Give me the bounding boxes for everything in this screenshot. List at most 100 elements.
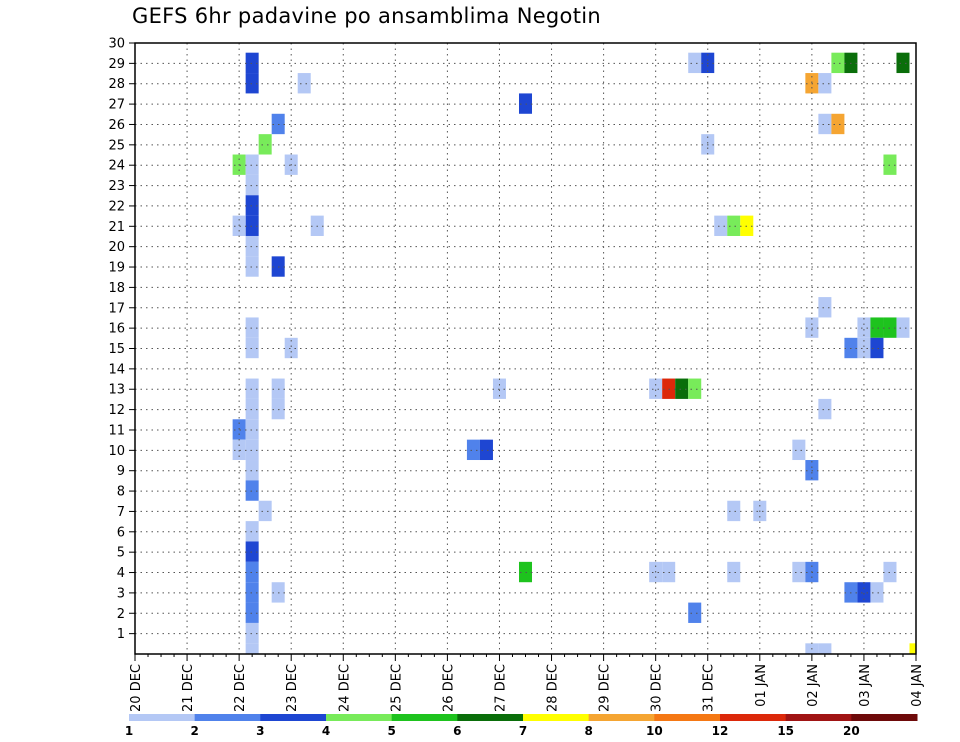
heatmap-cell bbox=[245, 419, 259, 440]
legend-label: 10 bbox=[646, 724, 663, 738]
legend-label: 4 bbox=[322, 724, 330, 738]
legend-label: 3 bbox=[256, 724, 264, 738]
x-tick-label: 23 DEC bbox=[285, 664, 300, 712]
heatmap-cell bbox=[896, 317, 910, 338]
y-tick-label: 11 bbox=[108, 423, 125, 438]
legend-label: 12 bbox=[712, 724, 729, 738]
heatmap-cell bbox=[675, 378, 689, 399]
legend-swatch bbox=[260, 714, 327, 721]
heatmap-cell bbox=[870, 317, 884, 338]
heatmap-cell bbox=[818, 297, 832, 318]
heatmap-cell bbox=[245, 561, 259, 583]
x-tick-label: 27 DEC bbox=[493, 664, 508, 712]
heatmap-cell bbox=[727, 215, 741, 236]
x-tick-label: 25 DEC bbox=[389, 664, 404, 712]
heatmap-cell bbox=[271, 398, 285, 420]
x-tick-label: 26 DEC bbox=[441, 664, 456, 712]
heatmap-cell bbox=[245, 521, 259, 542]
legend-label: 7 bbox=[519, 724, 527, 738]
heatmap-cell bbox=[245, 337, 259, 359]
heatmap-cell bbox=[831, 52, 845, 74]
y-tick-label: 16 bbox=[108, 322, 125, 337]
heatmap-cell bbox=[466, 439, 480, 461]
heatmap-cell bbox=[870, 582, 884, 603]
legend-swatch bbox=[457, 714, 524, 721]
legend-swatch bbox=[326, 714, 393, 721]
legend-swatch bbox=[785, 714, 852, 721]
legend-swatch bbox=[391, 714, 458, 721]
heatmap-cell bbox=[831, 113, 845, 135]
y-tick-label: 15 bbox=[108, 342, 125, 357]
y-tick-label: 18 bbox=[108, 281, 125, 296]
y-tick-label: 7 bbox=[117, 505, 125, 520]
heatmap-cell bbox=[245, 154, 259, 175]
legend-label: 20 bbox=[843, 724, 860, 738]
heatmap-cell bbox=[245, 52, 259, 74]
x-tick-label: 30 DEC bbox=[650, 664, 665, 712]
heatmap-cell bbox=[870, 337, 884, 359]
heatmap-cell bbox=[792, 561, 806, 583]
y-tick-label: 25 bbox=[108, 138, 125, 153]
heatmap-cell bbox=[271, 113, 285, 135]
heatmap-cell bbox=[284, 337, 298, 359]
heatmap-cell bbox=[909, 643, 916, 654]
y-tick-label: 26 bbox=[108, 118, 125, 133]
heatmap-cell bbox=[245, 622, 259, 644]
heatmap-cell bbox=[245, 317, 259, 338]
heatmap-cell bbox=[297, 73, 311, 94]
heatmap-cell bbox=[245, 398, 259, 420]
y-tick-label: 28 bbox=[108, 77, 125, 92]
heatmap-cell bbox=[245, 235, 259, 257]
y-tick-label: 12 bbox=[108, 403, 125, 418]
y-tick-label: 22 bbox=[108, 199, 125, 214]
heatmap-cell bbox=[245, 195, 259, 216]
legend-label: 15 bbox=[777, 724, 794, 738]
color-legend: 1 2 3 4 5 6 7 8 10 12 15 20 bbox=[125, 714, 918, 738]
y-tick-label: 19 bbox=[108, 261, 125, 276]
grid-layer bbox=[135, 43, 916, 654]
heatmap-cell bbox=[245, 174, 259, 196]
y-tick-label: 30 bbox=[108, 37, 125, 52]
heatmap-cell bbox=[245, 541, 259, 562]
y-tick-label: 9 bbox=[117, 464, 125, 479]
heatmap-cell bbox=[649, 378, 663, 399]
x-tick-label: 01 JAN bbox=[754, 664, 769, 707]
cell-layer bbox=[232, 52, 916, 654]
y-tick-label: 17 bbox=[108, 301, 125, 316]
chart-title: GEFS 6hr padavine po ansamblima Negotin bbox=[132, 4, 601, 28]
heatmap-cell bbox=[245, 73, 259, 94]
y-tick-label: 24 bbox=[108, 159, 125, 174]
heatmap-cell bbox=[857, 582, 871, 603]
y-tick-label: 8 bbox=[117, 485, 125, 500]
heatmap-cell bbox=[857, 317, 871, 338]
y-tick-label: 21 bbox=[108, 220, 125, 235]
y-tick-label: 23 bbox=[108, 179, 125, 194]
legend-label: 5 bbox=[387, 724, 395, 738]
y-tick-label: 27 bbox=[108, 98, 125, 113]
y-axis: 1234567891011121314151617181920212223242… bbox=[108, 37, 135, 642]
heatmap-cell bbox=[818, 643, 832, 654]
y-tick-label: 1 bbox=[117, 627, 125, 642]
heatmap-cell bbox=[245, 602, 259, 623]
legend-label: 2 bbox=[190, 724, 198, 738]
legend-swatch bbox=[720, 714, 787, 721]
heatmap-cell bbox=[258, 134, 272, 155]
x-tick-label: 04 JAN bbox=[910, 664, 925, 707]
heatmap-cell bbox=[688, 52, 702, 74]
y-tick-label: 4 bbox=[117, 566, 125, 581]
x-tick-label: 24 DEC bbox=[337, 664, 352, 712]
heatmap-cell bbox=[688, 378, 702, 399]
legend-swatch bbox=[851, 714, 918, 721]
x-tick-label: 21 DEC bbox=[181, 664, 196, 712]
heatmap-cell bbox=[258, 500, 272, 522]
y-tick-label: 10 bbox=[108, 444, 125, 459]
x-tick-label: 20 DEC bbox=[129, 664, 144, 712]
x-tick-label: 02 JAN bbox=[806, 664, 821, 707]
heatmap-cell bbox=[896, 52, 910, 74]
heatmap-cell bbox=[818, 73, 832, 94]
x-tick-label: 22 DEC bbox=[233, 664, 248, 712]
x-tick-label: 28 DEC bbox=[546, 664, 561, 712]
heatmap-cell bbox=[818, 398, 832, 420]
x-tick-label: 31 DEC bbox=[702, 664, 717, 712]
heatmap-cell bbox=[688, 602, 702, 623]
